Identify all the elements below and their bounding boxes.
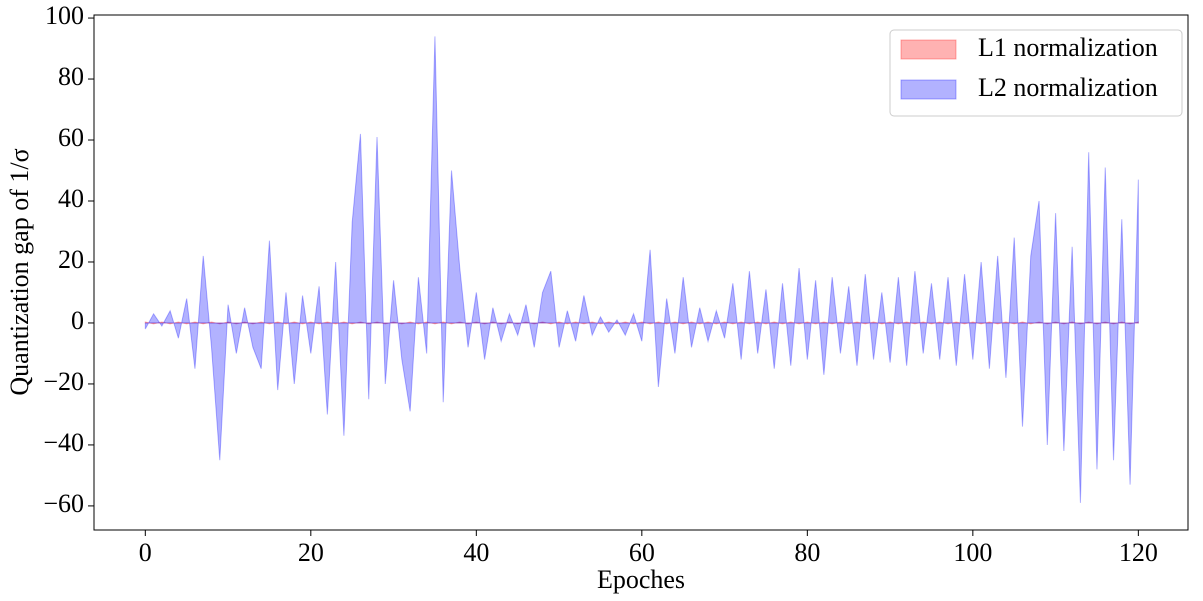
x-tick-label: 100 (953, 538, 992, 567)
x-axis-label: Epoches (597, 565, 685, 594)
y-tick-label: 0 (71, 306, 84, 335)
x-tick-label: 120 (1119, 538, 1158, 567)
area (144, 321, 1139, 325)
area (144, 36, 1139, 503)
legend-swatch (900, 79, 957, 100)
legend-label: L2 normalization (978, 73, 1158, 102)
y-tick-label: 100 (45, 1, 84, 30)
y-tick-label: −40 (43, 428, 84, 457)
x-tick-label: 40 (463, 538, 489, 567)
x-tick-label: 20 (298, 538, 324, 567)
y-tick-label: −20 (43, 367, 84, 396)
y-tick-label: 60 (58, 123, 84, 152)
legend-label: L1 normalization (978, 33, 1158, 62)
legend-box (889, 29, 1183, 117)
y-tick-label: 20 (58, 245, 84, 274)
y-tick-label: 80 (58, 62, 84, 91)
x-tick-label: 60 (629, 538, 655, 567)
legend-swatch (900, 39, 957, 60)
x-tick-label: 0 (139, 538, 152, 567)
x-tick-label: 80 (794, 538, 820, 567)
plot-frame (93, 14, 1189, 531)
y-tick-label: −60 (43, 489, 84, 518)
y-tick-label: 40 (58, 184, 84, 213)
y-axis-label: Quantization gap of 1/σ (5, 148, 34, 395)
